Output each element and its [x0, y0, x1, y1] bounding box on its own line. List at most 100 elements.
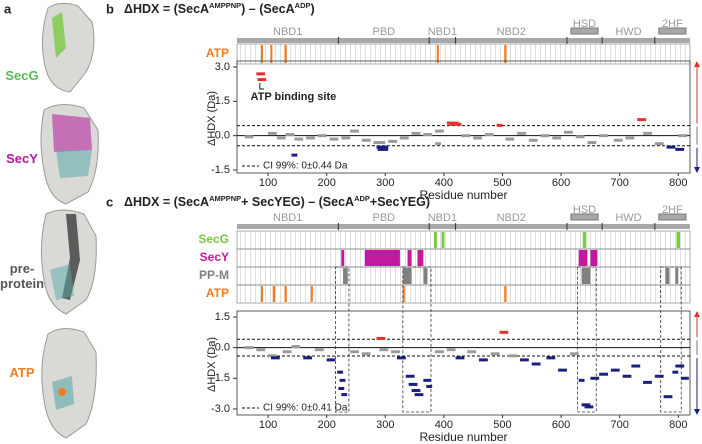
peptide: [376, 336, 386, 340]
track-mark: [581, 268, 591, 284]
track-label: SecG: [198, 232, 229, 246]
domain-bar: [237, 224, 690, 229]
x-tick-label: 700: [610, 177, 628, 189]
peptide: [590, 376, 600, 380]
domain-label: HSD: [573, 18, 596, 30]
peptide: [411, 389, 421, 393]
track-mark: [417, 250, 424, 266]
title-part: ΔHDX = (SecA: [124, 2, 209, 16]
domain-label: PBD: [372, 26, 395, 38]
x-tick-label: 800: [669, 177, 687, 189]
peptide: [528, 138, 538, 142]
peptide: [435, 142, 441, 146]
structure-label: SecG: [5, 68, 39, 83]
highlight-box: [577, 266, 597, 413]
peptide: [599, 134, 608, 138]
peptide: [499, 330, 509, 334]
track-bg: [236, 43, 691, 65]
track-mark: [676, 232, 681, 248]
peptide: [270, 356, 280, 360]
track-label: ATP: [206, 286, 229, 300]
peptide: [376, 145, 389, 149]
peptide: [303, 356, 313, 360]
x-tick-label: 500: [493, 177, 511, 189]
title-part: AMPPNP: [209, 1, 241, 10]
highlight-box: [660, 266, 682, 413]
y-axis-label: ΔHDX (Da): [206, 337, 218, 392]
y-tick-label: 1.5: [215, 311, 230, 323]
track-mark: [665, 268, 670, 284]
peptide: [569, 352, 579, 356]
y-tick-label: 3.0: [215, 61, 230, 73]
track-mark: [582, 232, 587, 248]
peptide: [584, 405, 594, 409]
peptide: [314, 348, 324, 352]
track-mark: [364, 250, 400, 266]
panel-title: ΔHDX = (SecAAMPPNP+ SecYEG) – (SecAADP+S…: [124, 194, 430, 209]
domain-box: [658, 27, 687, 35]
track-mark: [261, 45, 264, 63]
peptide: [643, 380, 652, 384]
track-mark: [341, 250, 345, 266]
peptide: [244, 346, 254, 350]
title-part: + SecYEG) – (SecA: [241, 195, 354, 209]
peptide: [294, 137, 304, 141]
peptide: [244, 135, 254, 139]
peptide: [449, 122, 462, 126]
track-mark: [504, 286, 507, 302]
peptide: [396, 356, 406, 360]
domain-label: NBD1: [428, 212, 457, 224]
track-bg: [236, 284, 691, 304]
arrow-head: [694, 409, 700, 415]
peptide: [675, 147, 685, 151]
x-tick-label: 100: [259, 177, 277, 189]
y-axis-label: ΔHDX (Da): [206, 91, 218, 146]
domain-box: [570, 27, 599, 35]
peptide: [306, 136, 315, 140]
track-mark: [590, 250, 598, 266]
domain-label: NBD1: [273, 26, 302, 38]
peptide: [435, 129, 444, 133]
x-tick-label: 700: [610, 419, 628, 431]
domain-label: PBD: [372, 212, 395, 224]
peptide: [517, 131, 526, 135]
title-part: +SecYEG): [370, 195, 430, 209]
peptide: [484, 133, 494, 137]
x-tick-label: 600: [552, 177, 570, 189]
peptide: [317, 134, 327, 138]
peptide: [546, 356, 556, 360]
peptide: [408, 382, 418, 386]
domain-label: NBD1: [428, 26, 457, 38]
peptide: [455, 356, 465, 360]
structure-label: ATP: [9, 365, 35, 380]
x-tick-label: 400: [435, 177, 453, 189]
peptide: [411, 131, 421, 135]
track-mark: [284, 286, 287, 302]
peptide: [599, 372, 608, 376]
ci-legend: CI 99%: 0±0.44 Da: [263, 161, 348, 172]
peptide: [564, 130, 573, 134]
peptide: [613, 138, 623, 142]
track-mark: [284, 45, 287, 63]
track-mark: [310, 286, 313, 302]
peptide: [256, 348, 266, 352]
domain-label: HWD: [615, 212, 641, 224]
structure-secg: [42, 2, 95, 93]
structure-secy: [40, 104, 99, 205]
arrow-head: [694, 311, 700, 317]
peptide: [268, 131, 277, 135]
peptide: [326, 358, 336, 362]
peptide: [291, 153, 298, 157]
peptide: [361, 138, 371, 142]
peptide: [337, 370, 344, 374]
peptide: [373, 141, 386, 145]
peptide: [350, 129, 359, 133]
panel-letter: a: [4, 1, 12, 16]
annotation: ATP binding site: [250, 91, 336, 103]
track-mark: [270, 45, 273, 63]
peptide: [625, 136, 635, 140]
title-part: ) – (SecA: [241, 2, 295, 16]
peptide: [637, 118, 647, 122]
peptide: [666, 145, 676, 149]
peptide: [622, 374, 632, 378]
